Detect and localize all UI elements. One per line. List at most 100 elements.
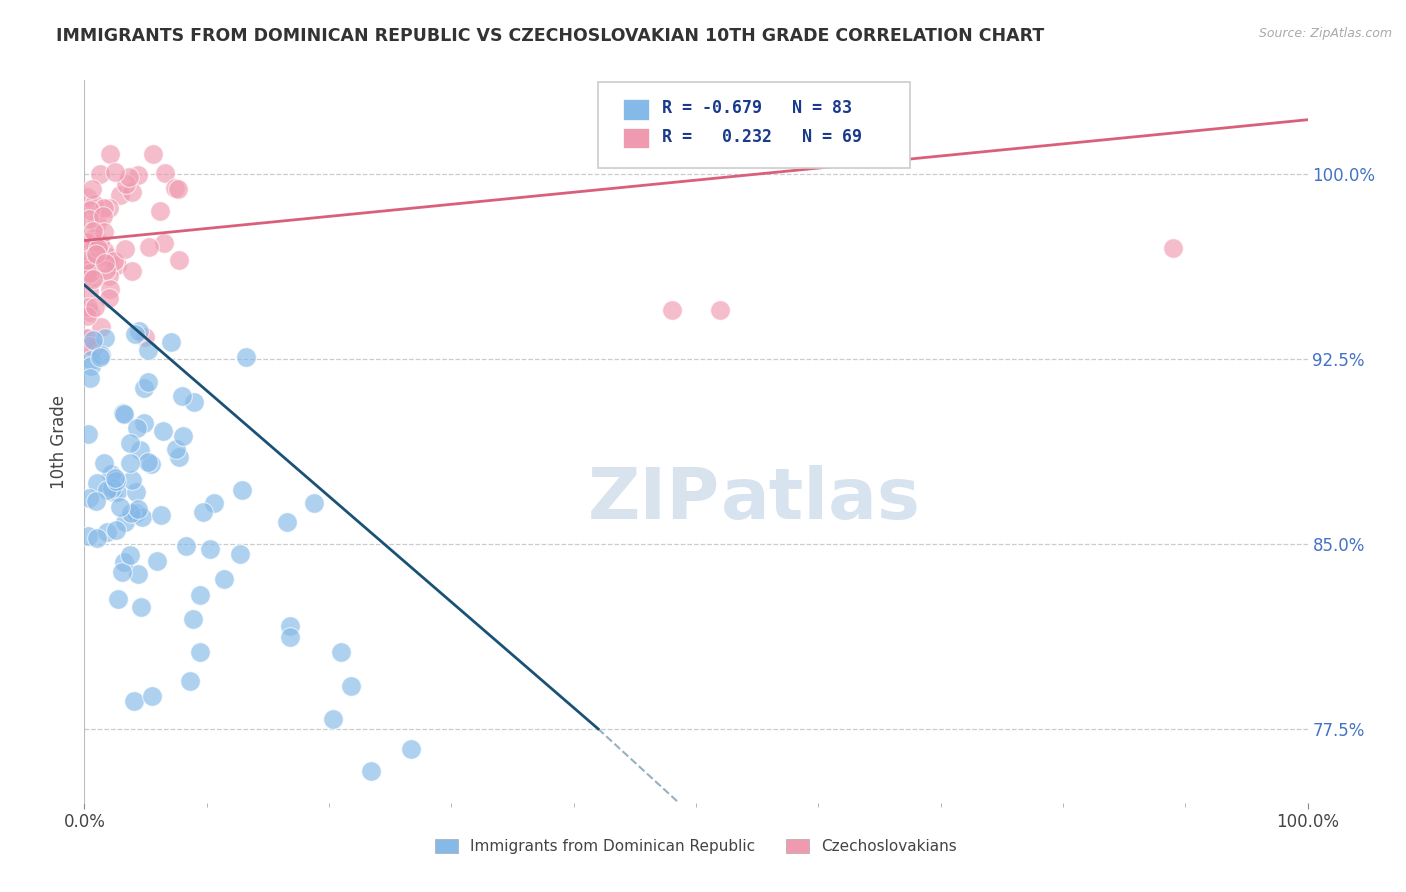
Point (122, 694, 145, 708)
Point (76, 266, 98, 280)
Point (79, 211, 101, 226)
Point (82, 224, 104, 238)
Point (229, 547, 252, 561)
Point (98, 147, 121, 161)
Point (79, 338, 101, 352)
FancyBboxPatch shape (623, 128, 650, 148)
Text: R =   0.232   N = 69: R = 0.232 N = 69 (662, 128, 862, 145)
Point (153, 235, 176, 250)
Point (77, 529, 100, 543)
Point (86, 241, 108, 255)
Point (93, 243, 115, 257)
Point (76, 252, 98, 267)
Point (94, 330, 117, 344)
Point (83, 269, 105, 284)
Point (84, 301, 107, 315)
Point (212, 572, 235, 586)
Point (80, 235, 103, 249)
Point (86, 250, 108, 264)
Point (83, 235, 105, 249)
Point (104, 523, 127, 537)
Point (399, 742, 422, 756)
Legend: Immigrants from Dominican Republic, Czechoslovakians: Immigrants from Dominican Republic, Czec… (429, 833, 963, 860)
Point (136, 376, 159, 390)
Point (114, 242, 136, 256)
Point (709, 302, 731, 317)
Point (142, 147, 165, 161)
Point (167, 253, 190, 268)
Point (181, 612, 204, 626)
Point (86, 476, 108, 491)
Point (90, 319, 112, 334)
Y-axis label: 10th Grade: 10th Grade (51, 394, 69, 489)
Point (103, 484, 125, 499)
Point (104, 474, 127, 488)
Point (101, 481, 124, 495)
Point (155, 166, 177, 180)
Point (89, 167, 111, 181)
Point (167, 450, 190, 465)
Point (77, 300, 100, 314)
Point (90, 348, 112, 362)
Point (136, 455, 159, 469)
Point (278, 631, 301, 645)
Point (79, 305, 101, 319)
Point (138, 240, 160, 254)
Point (202, 496, 225, 510)
Point (83, 340, 105, 354)
Point (159, 335, 181, 350)
Point (198, 542, 221, 557)
Point (77, 261, 100, 276)
Point (86, 216, 108, 230)
Point (124, 327, 146, 342)
Point (134, 329, 156, 343)
Point (121, 185, 143, 199)
Point (79, 266, 101, 280)
Point (76, 331, 98, 345)
Point (339, 679, 361, 693)
Point (94, 256, 117, 270)
Point (330, 645, 353, 659)
Point (127, 168, 149, 182)
Point (129, 442, 152, 457)
Point (104, 471, 127, 485)
Point (76, 309, 98, 323)
Point (165, 442, 187, 456)
Text: Source: ZipAtlas.com: Source: ZipAtlas.com (1258, 27, 1392, 40)
Point (93, 225, 115, 239)
Point (131, 599, 153, 614)
Point (127, 502, 149, 516)
Text: ZIP: ZIP (588, 465, 720, 533)
Point (89, 351, 111, 365)
Point (136, 343, 159, 357)
Point (235, 351, 257, 365)
Point (83, 231, 105, 245)
Point (152, 424, 174, 438)
Point (80, 359, 103, 373)
Point (79, 371, 101, 385)
Point (121, 264, 143, 278)
Point (76, 190, 98, 204)
Point (76, 268, 98, 282)
Point (111, 565, 134, 579)
Point (146, 554, 169, 568)
Text: atlas: atlas (720, 465, 921, 533)
Point (661, 302, 683, 317)
Point (114, 178, 136, 192)
Point (131, 509, 153, 524)
Point (125, 421, 148, 435)
Point (141, 689, 163, 703)
Point (77, 491, 100, 505)
Point (91, 209, 114, 223)
Point (193, 505, 215, 519)
Point (82, 272, 104, 286)
Point (112, 555, 135, 569)
Point (127, 567, 149, 582)
Point (79, 202, 101, 217)
Point (118, 436, 141, 450)
Point (98, 282, 121, 296)
Point (128, 324, 150, 338)
Point (97, 291, 120, 305)
Text: IMMIGRANTS FROM DOMINICAN REPUBLIC VS CZECHOSLOVAKIAN 10TH GRADE CORRELATION CHA: IMMIGRANTS FROM DOMINICAN REPUBLIC VS CZ… (56, 27, 1045, 45)
Point (121, 474, 143, 488)
